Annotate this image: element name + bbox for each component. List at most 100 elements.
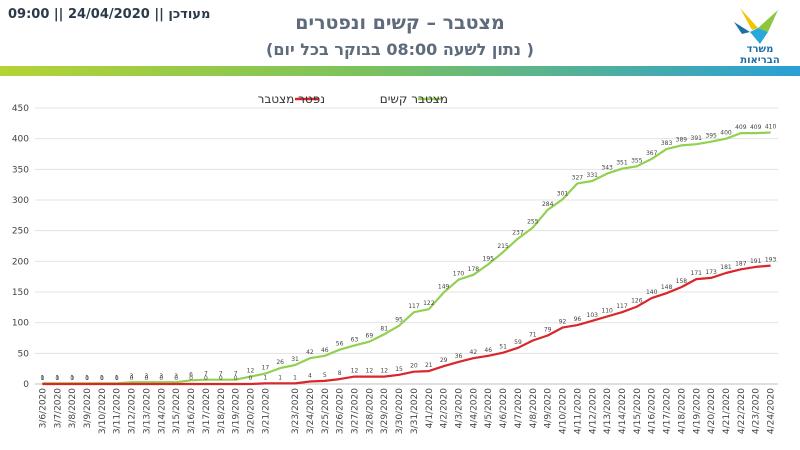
deceased-cumulative-line xyxy=(42,264,771,386)
chart-legend: נפטר מצטבר מצטבר קשים xyxy=(258,92,448,106)
x-tick-label: 3/20/2020 xyxy=(246,388,256,434)
deceased-data-label: 103 xyxy=(587,312,599,319)
x-tick-label: 4/8/2020 xyxy=(529,388,539,429)
severe-data-label: 215 xyxy=(497,243,509,250)
x-tick-label: 3/8/2020 xyxy=(68,388,78,429)
severe-data-label: 327 xyxy=(572,174,584,181)
x-tick-label: 4/19/2020 xyxy=(692,388,702,434)
deceased-data-label: 79 xyxy=(544,327,552,334)
x-axis: 3/6/2020 3/7/2020 3/8/2020 3/9/2020 3/10/202… xyxy=(38,388,776,434)
x-tick-label: 4/3/2020 xyxy=(455,388,465,429)
severe-data-label: 17 xyxy=(262,365,270,372)
severe-data-label: 31 xyxy=(291,356,299,363)
deceased-data-label: 0 xyxy=(130,375,134,382)
chart-grid xyxy=(35,107,778,385)
chart-series xyxy=(42,131,771,386)
x-tick-label: 3/16/2020 xyxy=(187,388,197,434)
x-tick-label: 4/2/2020 xyxy=(440,388,450,429)
deceased-data-label: 1 xyxy=(278,374,282,381)
deceased-data-label: 51 xyxy=(499,344,507,351)
severe-data-label: 46 xyxy=(321,347,329,354)
deceased-data-label: 0 xyxy=(189,375,193,382)
y-tick-label: 400 xyxy=(12,135,29,145)
severe-data-label: 56 xyxy=(336,341,344,348)
header: מעודכן || 24/04/2020 || 09:00 מצטבר – קש… xyxy=(0,0,800,66)
severe-data-label: 255 xyxy=(527,219,539,226)
y-tick-label: 300 xyxy=(12,196,29,206)
x-tick-label: 3/27/2020 xyxy=(350,388,360,434)
deceased-data-label: 181 xyxy=(720,264,732,271)
deceased-data-label: 0 xyxy=(219,375,223,382)
logo-line-1: משרד xyxy=(746,44,774,55)
x-tick-label: 3/13/2020 xyxy=(142,388,152,434)
x-tick-label: 4/18/2020 xyxy=(677,388,687,434)
deceased-data-label: 117 xyxy=(616,303,628,310)
severe-data-label: 7 xyxy=(219,371,223,378)
x-tick-label: 4/16/2020 xyxy=(648,388,658,434)
legend-deceased: נפטר מצטבר xyxy=(258,92,325,106)
severe-data-label: 12 xyxy=(247,368,255,375)
x-tick-label: 3/31/2020 xyxy=(410,388,420,434)
severe-data-label: 42 xyxy=(306,349,314,356)
deceased-data-label: 110 xyxy=(601,308,613,315)
y-tick-label: 450 xyxy=(12,104,29,114)
x-tick-label: 4/1/2020 xyxy=(425,388,435,429)
header-gradient-bar xyxy=(0,66,800,76)
x-tick-label: 3/28/2020 xyxy=(365,388,375,434)
deceased-data-label: 1 xyxy=(263,374,267,381)
severe-data-label: 391 xyxy=(691,135,703,142)
severe-data-label: 170 xyxy=(453,271,465,278)
x-tick-label: 4/21/2020 xyxy=(722,388,732,434)
deceased-data-label: 96 xyxy=(574,316,582,323)
x-tick-label: 3/29/2020 xyxy=(380,388,390,434)
y-axis: 0 50 100 150 200 250 300 350 400 450 xyxy=(12,104,29,390)
severe-data-label: 355 xyxy=(631,157,643,164)
severe-data-label: 1 xyxy=(85,374,89,381)
deceased-data-label: 0 xyxy=(145,375,149,382)
deceased-data-label: 8 xyxy=(338,370,342,377)
x-tick-label: 3/30/2020 xyxy=(395,388,405,434)
x-tick-label: 4/13/2020 xyxy=(603,388,613,434)
deceased-data-label: 12 xyxy=(366,368,374,375)
deceased-data-label: 0 xyxy=(159,375,163,382)
severe-data-label: 178 xyxy=(468,266,480,273)
severe-data-label: 284 xyxy=(542,201,554,208)
deceased-data-label: 173 xyxy=(705,269,717,276)
deceased-data-label: 171 xyxy=(691,270,703,277)
deceased-data-label: 1 xyxy=(293,374,297,381)
x-tick-label: 4/12/2020 xyxy=(588,388,598,434)
x-tick-label: 3/18/2020 xyxy=(217,388,227,434)
deceased-data-label: 148 xyxy=(661,284,673,291)
deceased-data-label: 0 xyxy=(115,375,119,382)
x-tick-label: 4/15/2020 xyxy=(633,388,643,434)
deceased-data-label: 36 xyxy=(455,353,463,360)
severe-data-label: 6 xyxy=(189,371,193,378)
severe-data-label: 389 xyxy=(676,136,688,143)
severe-data-label: 409 xyxy=(750,124,762,131)
x-tick-label: 4/20/2020 xyxy=(707,388,717,434)
deceased-data-label: 140 xyxy=(646,289,658,296)
severe-data-label: 3 xyxy=(159,373,163,380)
legend-label: מצטבר קשים xyxy=(380,92,448,106)
deceased-data-label: 0 xyxy=(249,375,253,382)
x-tick-label: 4/17/2020 xyxy=(663,388,673,434)
x-tick-label: 3/21/2020 xyxy=(261,388,271,434)
severe-data-label: 1 xyxy=(41,374,45,381)
severe-data-label: 1 xyxy=(70,374,74,381)
y-tick-label: 250 xyxy=(12,227,29,237)
x-tick-label: 3/23/2020 xyxy=(291,388,301,434)
severe-data-label: 69 xyxy=(366,333,374,340)
severe-data-label: 301 xyxy=(557,190,569,197)
ministry-logo-icon xyxy=(734,8,778,44)
severe-data-label: 367 xyxy=(646,150,658,157)
x-tick-label: 3/10/2020 xyxy=(98,388,108,434)
severe-data-label: 7 xyxy=(204,371,208,378)
severe-data-label: 3 xyxy=(130,373,134,380)
x-tick-label: 3/19/2020 xyxy=(232,388,242,434)
x-tick-label: 4/23/2020 xyxy=(752,388,762,434)
x-tick-label: 3/11/2020 xyxy=(113,388,123,434)
severe-data-label: 1 xyxy=(115,374,119,381)
severe-cumulative-line xyxy=(42,131,771,385)
deceased-data-label: 71 xyxy=(529,331,537,338)
